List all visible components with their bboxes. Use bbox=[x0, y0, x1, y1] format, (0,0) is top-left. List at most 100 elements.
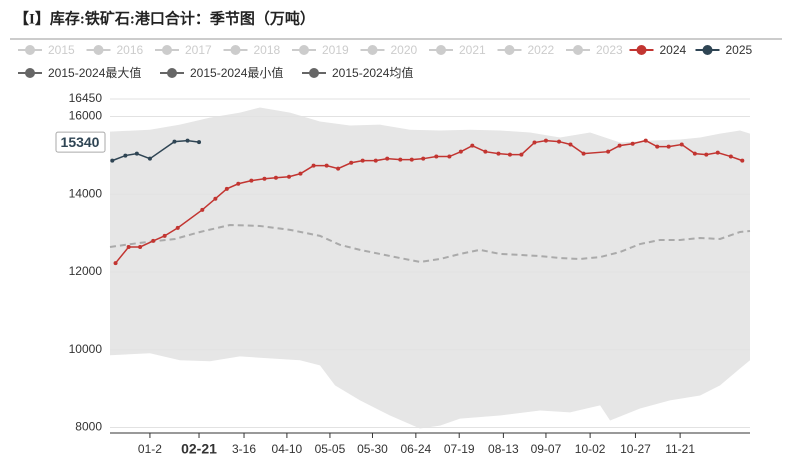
point bbox=[113, 261, 118, 266]
x-tick-label: 11-21 bbox=[665, 442, 695, 456]
point bbox=[740, 158, 745, 163]
legend-label[interactable]: 2018 bbox=[254, 43, 281, 57]
point bbox=[138, 244, 143, 249]
point bbox=[175, 225, 180, 230]
y-tick-label: 14000 bbox=[69, 186, 103, 200]
x-tick-label: 05-30 bbox=[357, 442, 388, 456]
legend-label[interactable]: 2015 bbox=[48, 43, 75, 57]
point bbox=[557, 139, 562, 144]
point bbox=[385, 156, 390, 161]
point bbox=[606, 149, 611, 154]
point bbox=[507, 152, 512, 157]
legend-label[interactable]: 2016 bbox=[117, 43, 144, 57]
point bbox=[213, 196, 218, 201]
x-tick-label: 09-07 bbox=[531, 442, 562, 456]
point bbox=[126, 244, 131, 249]
y-tick-label: 16450 bbox=[69, 91, 103, 105]
legend-label[interactable]: 2023 bbox=[596, 43, 623, 57]
average-line bbox=[109, 223, 751, 263]
point bbox=[197, 140, 202, 145]
legend-label[interactable]: 2015-2024均值 bbox=[332, 65, 413, 80]
legend-label[interactable]: 2022 bbox=[528, 43, 555, 57]
point bbox=[349, 160, 354, 165]
legend-icon-dot bbox=[167, 68, 177, 78]
legend-icon-dot bbox=[25, 68, 35, 78]
legend-icon-dot bbox=[636, 45, 647, 55]
point bbox=[643, 138, 648, 143]
y-tick-label: 16000 bbox=[69, 109, 103, 123]
x-tick-label: 01-2 bbox=[138, 442, 162, 456]
legend-icon-dot bbox=[504, 45, 515, 55]
point bbox=[496, 151, 501, 156]
current-value-box bbox=[55, 131, 106, 153]
point bbox=[147, 156, 152, 161]
legend-icon-dot bbox=[309, 68, 319, 78]
legend-label[interactable]: 2015-2024最小值 bbox=[190, 65, 283, 80]
x-tick-label: 02-21 bbox=[181, 441, 217, 457]
point bbox=[311, 163, 316, 168]
x-tick-label: 06-24 bbox=[400, 442, 431, 456]
point bbox=[532, 140, 537, 145]
point bbox=[679, 142, 684, 147]
x-tick-label: 08-13 bbox=[488, 442, 519, 456]
chart-title: 【I】库存:铁矿石:港口合计：季节图（万吨） bbox=[14, 9, 315, 27]
legend-icon-dot bbox=[162, 45, 172, 55]
point bbox=[470, 143, 475, 148]
legend-label[interactable]: 2017 bbox=[185, 43, 212, 57]
legend-label[interactable]: 2020 bbox=[391, 43, 418, 57]
point bbox=[360, 158, 365, 163]
point bbox=[236, 181, 241, 186]
legend: 2015 2016 2017 2018 2019 2020 2021 2022 2023 2024… bbox=[18, 43, 753, 80]
y-tick-label: 10000 bbox=[69, 342, 103, 356]
point bbox=[666, 144, 671, 149]
point bbox=[200, 207, 205, 212]
point bbox=[630, 141, 635, 146]
point bbox=[134, 151, 139, 156]
point bbox=[273, 175, 278, 180]
point bbox=[581, 151, 586, 156]
point bbox=[287, 174, 292, 179]
legend-label[interactable]: 2021 bbox=[459, 43, 486, 57]
point bbox=[458, 149, 463, 154]
x-tick-label: 10-02 bbox=[575, 442, 606, 456]
point bbox=[123, 153, 128, 158]
legend-icon-dot bbox=[702, 45, 713, 55]
point bbox=[373, 158, 378, 163]
point bbox=[398, 157, 403, 162]
point bbox=[434, 154, 439, 159]
legend-label[interactable]: 2025 bbox=[726, 43, 753, 57]
point bbox=[185, 138, 190, 143]
point bbox=[249, 178, 254, 183]
band-area bbox=[110, 353, 750, 433]
x-tick-label: 04-10 bbox=[272, 442, 303, 456]
point bbox=[483, 149, 488, 154]
legend-label[interactable]: 2015-2024最大值 bbox=[48, 65, 141, 80]
legend-label[interactable]: 2024 bbox=[660, 43, 687, 57]
legend-icon-dot bbox=[299, 45, 309, 55]
point bbox=[262, 176, 267, 181]
legend-icon-dot bbox=[436, 45, 446, 55]
x-tick-label: 05-05 bbox=[315, 442, 346, 456]
point bbox=[409, 157, 414, 162]
point bbox=[692, 151, 697, 156]
y-tick-label: 12000 bbox=[69, 264, 103, 278]
point bbox=[421, 156, 426, 161]
legend-icon-dot bbox=[573, 45, 583, 55]
point bbox=[655, 144, 660, 149]
point bbox=[519, 152, 524, 157]
legend-icon-dot bbox=[25, 45, 35, 55]
point bbox=[162, 233, 167, 238]
point bbox=[110, 158, 115, 163]
series-line bbox=[114, 139, 743, 264]
legend-label[interactable]: 2019 bbox=[322, 43, 349, 57]
point bbox=[224, 186, 229, 191]
plot-area: 紫金天风期货8000100001200014000160001645001-20… bbox=[55, 91, 751, 457]
x-tick-label: 07-19 bbox=[444, 442, 475, 456]
point bbox=[336, 166, 341, 171]
legend-icon-dot bbox=[230, 45, 241, 55]
point bbox=[704, 152, 709, 157]
band-area bbox=[110, 107, 750, 433]
point bbox=[151, 238, 156, 243]
